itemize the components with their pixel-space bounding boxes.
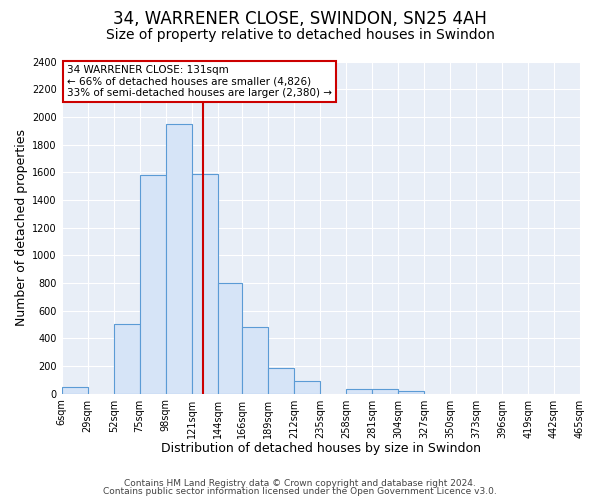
Bar bbox=[372, 390, 398, 394]
Bar bbox=[62, 386, 88, 394]
X-axis label: Distribution of detached houses by size in Swindon: Distribution of detached houses by size … bbox=[161, 442, 481, 455]
Bar bbox=[166, 124, 191, 394]
Bar bbox=[295, 381, 320, 394]
Text: Contains public sector information licensed under the Open Government Licence v3: Contains public sector information licen… bbox=[103, 487, 497, 496]
Bar bbox=[140, 175, 166, 394]
Text: 34 WARRENER CLOSE: 131sqm
← 66% of detached houses are smaller (4,826)
33% of se: 34 WARRENER CLOSE: 131sqm ← 66% of detac… bbox=[67, 65, 332, 98]
Bar bbox=[191, 174, 218, 394]
Text: 34, WARRENER CLOSE, SWINDON, SN25 4AH: 34, WARRENER CLOSE, SWINDON, SN25 4AH bbox=[113, 10, 487, 28]
Text: Contains HM Land Registry data © Crown copyright and database right 2024.: Contains HM Land Registry data © Crown c… bbox=[124, 478, 476, 488]
Bar bbox=[398, 391, 424, 394]
Bar bbox=[268, 368, 295, 394]
Bar bbox=[218, 283, 242, 394]
Bar bbox=[242, 327, 268, 394]
Y-axis label: Number of detached properties: Number of detached properties bbox=[15, 129, 28, 326]
Bar bbox=[346, 390, 372, 394]
Bar bbox=[114, 324, 140, 394]
Text: Size of property relative to detached houses in Swindon: Size of property relative to detached ho… bbox=[106, 28, 494, 42]
